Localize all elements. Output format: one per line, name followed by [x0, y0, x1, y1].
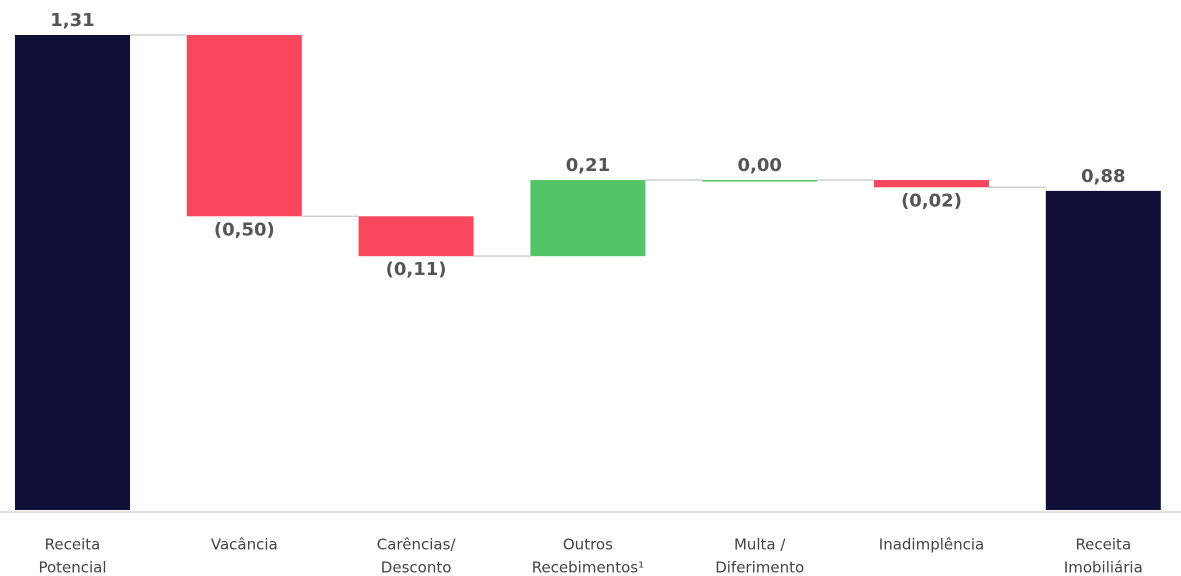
category-label: Potencial [38, 559, 106, 576]
category-label: Desconto [381, 559, 452, 576]
category-label: Imobiliária [1064, 559, 1143, 576]
value-label: (0,50) [214, 219, 275, 240]
category-label: Outros [563, 536, 613, 554]
category-label: Multa / [734, 536, 786, 554]
bar [530, 180, 646, 257]
bar [702, 180, 818, 182]
value-label: (0,11) [386, 259, 447, 280]
value-label: 0,21 [566, 155, 610, 176]
category-label: Recebimentos¹ [532, 559, 644, 576]
value-label: 1,31 [50, 10, 94, 31]
value-label: (0,02) [901, 190, 962, 211]
bar [1045, 190, 1161, 511]
category-label: Vacância [211, 536, 278, 554]
category-label: Carências/ [377, 536, 457, 554]
category-label: Receita [1075, 536, 1131, 554]
bar [15, 35, 130, 510]
bar [874, 180, 989, 188]
bar [358, 216, 474, 257]
category-label: Inadimplência [879, 536, 984, 554]
value-label: 0,88 [1081, 166, 1125, 187]
category-label: Diferimento [715, 559, 804, 576]
category-label: Receita [45, 536, 101, 554]
bar [186, 35, 302, 217]
value-label: 0,00 [737, 155, 781, 176]
